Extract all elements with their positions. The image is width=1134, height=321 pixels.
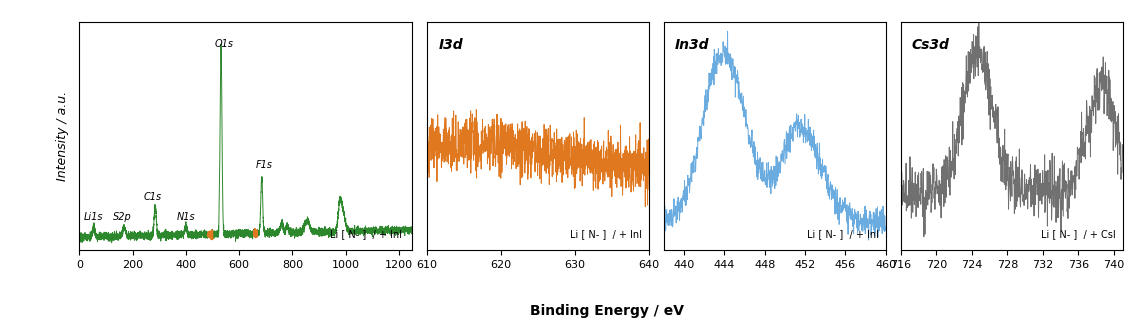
Text: Li [ N- ]  / + InI: Li [ N- ] / + InI (570, 229, 642, 239)
Text: F1s: F1s (256, 160, 273, 170)
Text: In3d: In3d (675, 39, 710, 52)
Text: Li [ N- ]  / + InI: Li [ N- ] / + InI (807, 229, 879, 239)
Text: Binding Energy / eV: Binding Energy / eV (530, 304, 684, 318)
Text: Li [ N- ]  / + InI: Li [ N- ] / + InI (330, 229, 403, 239)
Text: Cs3d: Cs3d (912, 39, 950, 52)
Text: I3d: I3d (438, 39, 463, 52)
Text: N1s: N1s (177, 213, 195, 222)
Text: S2p: S2p (112, 213, 132, 222)
Text: Li1s: Li1s (84, 213, 103, 222)
Text: Li [ N- ]  / + CsI: Li [ N- ] / + CsI (1041, 229, 1116, 239)
Text: O1s: O1s (215, 39, 234, 49)
Y-axis label: Intensity / a.u.: Intensity / a.u. (56, 91, 69, 181)
Text: C1s: C1s (144, 192, 162, 202)
